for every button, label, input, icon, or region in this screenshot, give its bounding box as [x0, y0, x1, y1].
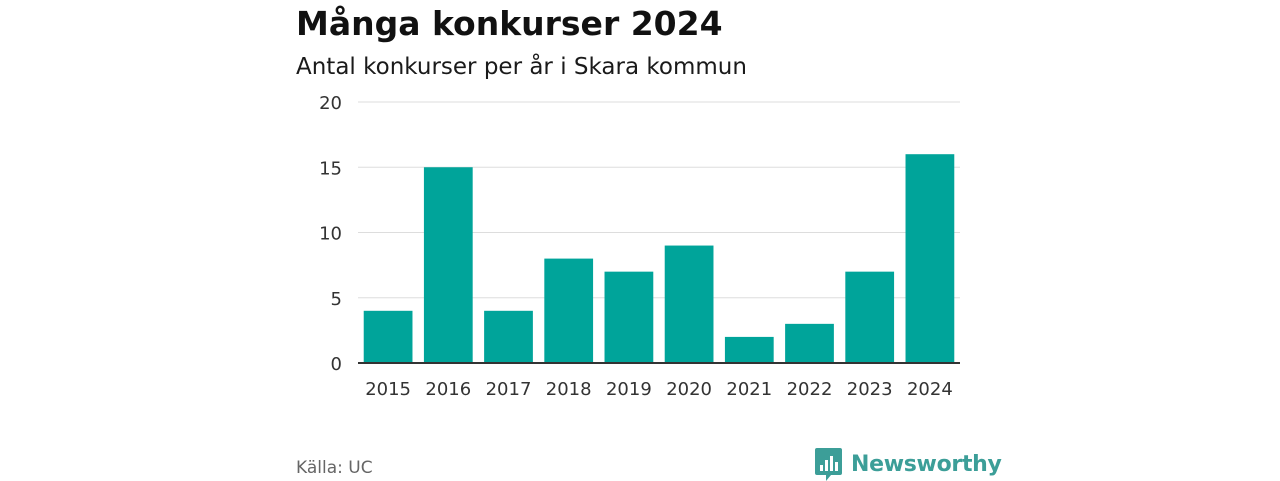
bar-2020 [664, 245, 714, 363]
brand-name: Newsworthy [851, 451, 1002, 477]
x-tick-label: 2020 [666, 379, 712, 400]
x-tick-label: 2019 [606, 379, 652, 400]
x-tick-label: 2017 [486, 379, 532, 400]
y-tick-label: 0 [331, 354, 342, 375]
x-tick-label: 2016 [425, 379, 471, 400]
chart-card: 0 5 10 15 20 2015 2016 2017 2018 2019 2020 2021 2022… [296, 0, 1002, 481]
bar-2021 [724, 336, 774, 363]
bar-2017 [484, 310, 533, 363]
x-tick-label: 2024 [907, 379, 953, 400]
x-tick-label: 2018 [546, 379, 592, 400]
x-tick-label: 2022 [787, 379, 833, 400]
bar-2022 [785, 323, 834, 363]
bar-2015 [363, 310, 413, 363]
y-tick-label: 5 [331, 289, 342, 310]
bar-2024 [905, 154, 955, 363]
bar-2018 [544, 258, 594, 363]
bar-2019 [604, 271, 654, 363]
newsworthy-logo-icon [815, 447, 842, 481]
brand-logo: Newsworthy [815, 447, 1002, 481]
chart-title: Många konkurser 2024 [296, 4, 723, 43]
chart-subtitle: Antal konkurser per år i Skara kommun [296, 54, 747, 80]
bar-2023 [845, 271, 895, 363]
y-tick-label: 15 [319, 158, 342, 179]
x-tick-label: 2023 [847, 379, 893, 400]
y-tick-label: 10 [319, 224, 342, 245]
y-tick-label: 20 [319, 93, 342, 114]
bar-chart: 0 5 10 15 20 2015 2016 2017 2018 2019 2020 2021 2022… [319, 93, 960, 400]
x-tick-label: 2015 [365, 379, 411, 400]
x-tick-label: 2021 [726, 379, 772, 400]
bar-2016 [423, 167, 473, 363]
source-note: Källa: UC [296, 458, 373, 478]
